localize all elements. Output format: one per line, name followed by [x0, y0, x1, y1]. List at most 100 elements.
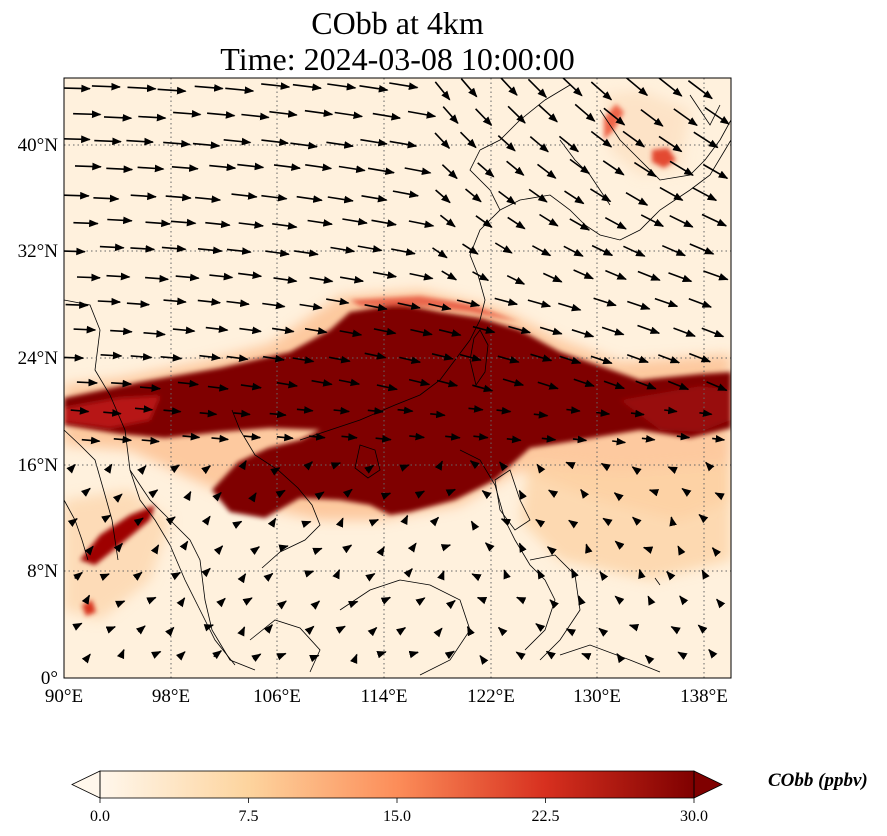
wind-vector [496, 406, 512, 415]
wind-vector [134, 405, 154, 413]
wind-vector [667, 380, 690, 391]
wind-vector [429, 516, 440, 527]
wind-vector [681, 487, 692, 497]
wind-vector [536, 463, 546, 474]
lon-tick-label: 106°E [253, 686, 301, 707]
wind-vector [614, 595, 625, 605]
wind-vector [338, 378, 361, 387]
wind-vector [640, 214, 665, 228]
wind-vector [105, 626, 116, 634]
wind-vector [648, 489, 660, 497]
wind-vector [669, 214, 694, 228]
wind-vector [367, 407, 384, 415]
wind-vector [476, 596, 488, 605]
wind-vector [146, 596, 157, 605]
wind-vector [658, 135, 683, 153]
wind-vector [699, 409, 713, 418]
wind-vector [546, 546, 557, 556]
wind-vector [205, 220, 231, 229]
wind-vector [309, 654, 320, 663]
wind-vector [591, 244, 614, 257]
wind-vector [541, 435, 557, 443]
wind-vector [661, 244, 686, 257]
wind-vector [161, 244, 187, 253]
colorbar-tick-label: 30.0 [680, 808, 708, 825]
wind-vector [209, 163, 237, 172]
wind-vector [389, 140, 418, 149]
wind-vector [197, 246, 223, 255]
wind-vector [444, 650, 455, 660]
wind-vector [708, 648, 718, 659]
lon-tick-label: 122°E [467, 686, 515, 707]
wind-vector [640, 108, 664, 127]
wind-vector [269, 110, 298, 118]
wind-vector [590, 130, 613, 148]
wind-vector [494, 297, 519, 306]
wind-vector [590, 81, 613, 101]
wind-vector [170, 218, 197, 227]
wind-vector [589, 188, 612, 203]
wind-vector [630, 409, 645, 418]
wind-vector [145, 274, 170, 283]
wind-vector [249, 546, 260, 556]
wind-vector [677, 545, 686, 556]
colorbar: 0.0 7.5 15.0 22.5 30.0 [71, 770, 723, 825]
wind-vector [97, 297, 122, 306]
wind-vector [373, 327, 397, 336]
wind-vector [132, 571, 143, 581]
wind-vector [238, 221, 265, 229]
wind-vector [626, 354, 649, 364]
wind-vector [673, 327, 696, 337]
wind-vector [644, 654, 655, 665]
wind-vector [216, 597, 226, 608]
wind-vector [565, 461, 576, 470]
wind-vector [141, 436, 160, 445]
wind-vector [177, 379, 200, 388]
wind-vector [399, 356, 422, 364]
wind-vector [81, 487, 91, 497]
wind-vector [704, 106, 730, 125]
wind-vector [197, 298, 222, 306]
wind-vector [628, 624, 640, 632]
wind-vector [115, 600, 126, 608]
wind-vector [605, 269, 627, 281]
wind-vector [310, 600, 321, 610]
wind-vector [432, 247, 448, 259]
wind-vector [106, 165, 134, 174]
wind-vector [130, 192, 157, 201]
wind-vector [304, 109, 334, 118]
wind-vector [516, 596, 527, 605]
wind-vector [171, 164, 199, 172]
wind-vector [539, 213, 559, 227]
wind-vector [470, 520, 480, 531]
wind-vector [571, 329, 595, 338]
wind-vector [209, 272, 234, 281]
wind-vector [430, 410, 446, 419]
wind-vector [65, 301, 89, 309]
wind-vector [497, 135, 516, 152]
wind-vector [558, 135, 580, 153]
wind-vector [434, 81, 451, 101]
wind-vector [466, 625, 475, 637]
wind-vector [701, 569, 710, 580]
wind-vector [360, 138, 388, 147]
wind-vector [481, 490, 492, 500]
wind-vector [477, 162, 495, 178]
wind-vector [475, 215, 493, 228]
wind-vector [232, 520, 243, 530]
lon-tick-labels: 90°E 98°E 106°E 114°E 122°E 130°E 138°E [45, 686, 728, 707]
lon-tick-label: 114°E [361, 686, 408, 707]
wind-vector [101, 514, 112, 524]
wind-vector [565, 628, 577, 637]
wind-vector [506, 274, 526, 285]
wind-vector [613, 492, 624, 502]
wind-vector [116, 648, 125, 660]
wind-vector [459, 131, 477, 149]
wind-vector [172, 326, 196, 335]
wind-vector [292, 356, 315, 364]
lon-tick-label: 130°E [573, 686, 621, 707]
wind-vector [341, 433, 358, 441]
wind-vector [469, 460, 480, 470]
colorbar-tick-marks [99, 798, 695, 803]
